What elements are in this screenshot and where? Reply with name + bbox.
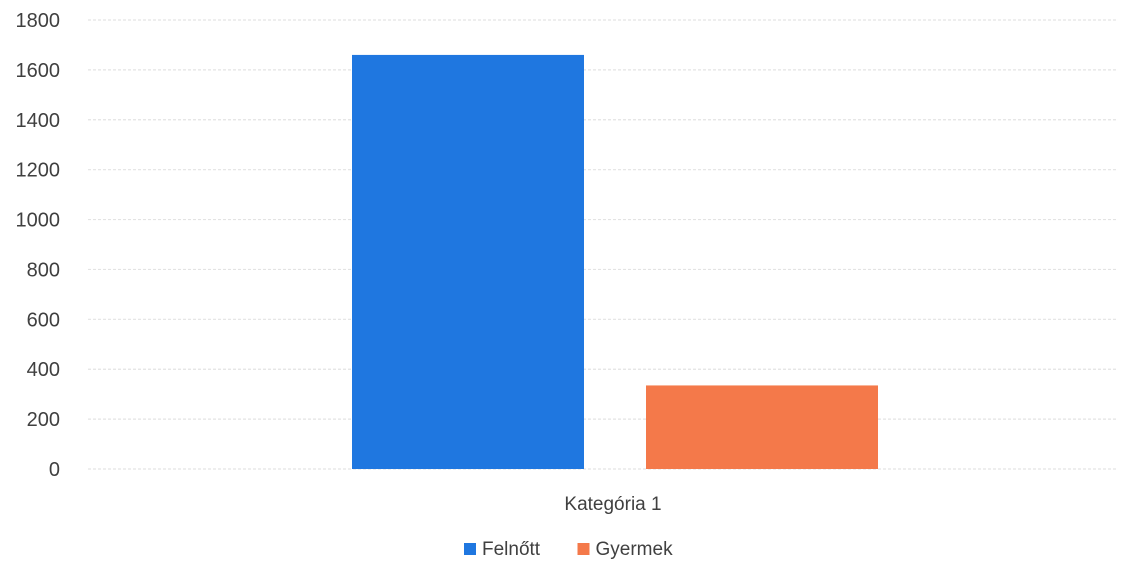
y-tick-label: 1600 — [16, 60, 61, 82]
legend-label: Gyermek — [596, 539, 674, 560]
y-tick-label: 1400 — [16, 110, 61, 132]
x-category-label: Kategória 1 — [564, 494, 661, 515]
bar-feln-tt — [352, 54, 584, 470]
legend-swatch — [464, 543, 476, 555]
gridlines — [88, 19, 1118, 470]
y-tick-label: 800 — [27, 259, 60, 281]
y-tick-label: 0 — [49, 459, 60, 481]
bar-gyermek — [646, 385, 878, 469]
y-axis-ticks: 0 200 400 600 800 1000 1200 1400 1600 1800 — [16, 10, 61, 481]
bars — [352, 54, 878, 470]
y-tick-label: 1800 — [16, 10, 61, 32]
y-tick-label: 600 — [27, 309, 60, 331]
x-axis-labels: Kategória 1 — [564, 494, 661, 515]
y-tick-label: 1200 — [16, 160, 61, 182]
y-tick-label: 1000 — [16, 210, 61, 232]
legend-label: Felnőtt — [482, 539, 541, 560]
y-tick-label: 400 — [27, 359, 60, 381]
legend: Felnőtt Gyermek — [464, 539, 673, 560]
y-tick-label: 200 — [27, 409, 60, 431]
legend-swatch — [577, 543, 590, 555]
